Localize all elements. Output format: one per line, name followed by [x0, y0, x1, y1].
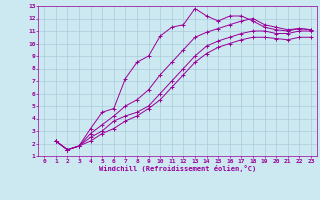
X-axis label: Windchill (Refroidissement éolien,°C): Windchill (Refroidissement éolien,°C) [99, 165, 256, 172]
